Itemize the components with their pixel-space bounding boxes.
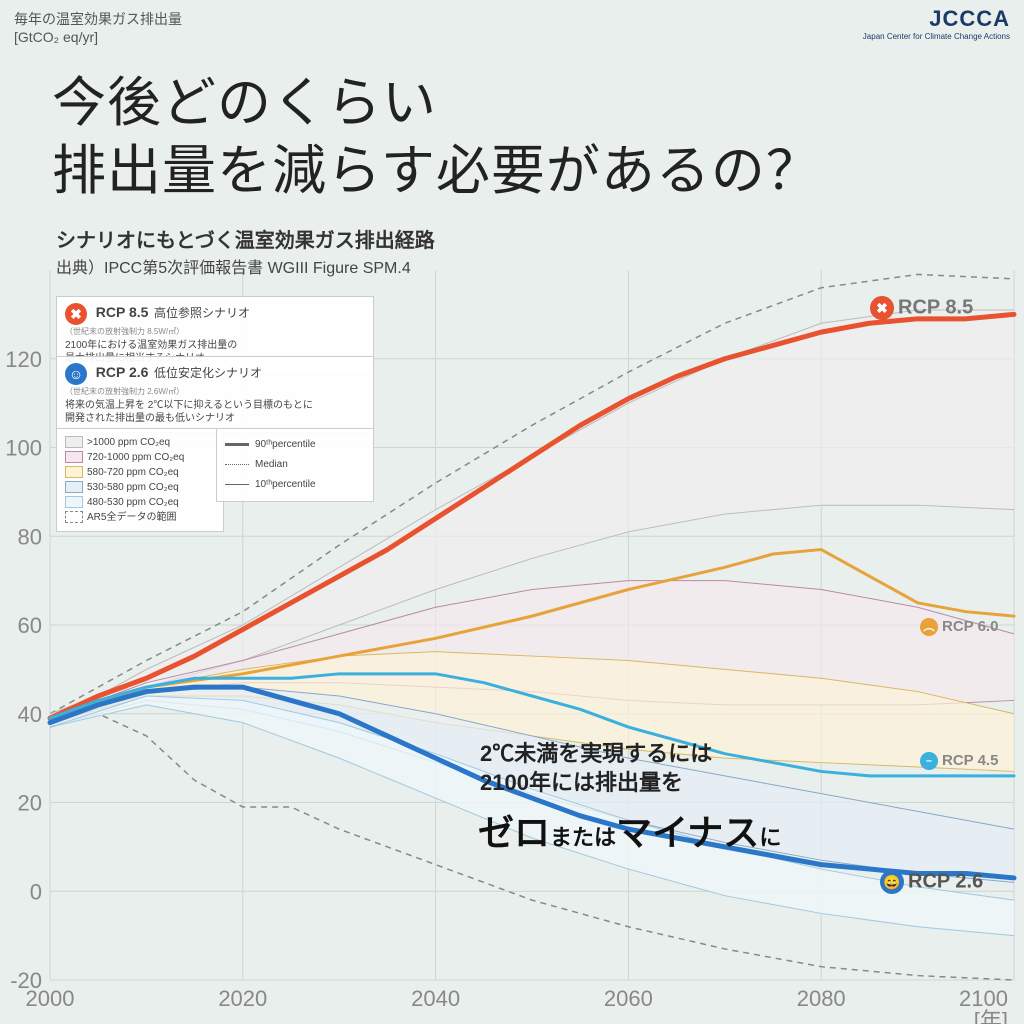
svg-text:2040: 2040 — [411, 986, 460, 1011]
face-icon-rcp60: ︵ — [920, 618, 938, 636]
headline: 今後どのくらい 排出量を減らす必要があるの？ — [52, 70, 821, 205]
legend-rcp26: ☺ RCP 2.6 低位安定化シナリオ （世紀末の放射強制力 2.6W/㎡） 将… — [56, 356, 374, 433]
series-label-rcp85: ✖RCP 8.5 — [870, 296, 973, 320]
source-citation: 出典）IPCC第5次評価報告書 WGIII Figure SPM.4 — [56, 254, 411, 278]
y-axis-title: 毎年の温室効果ガス排出量 [GtCO₂ eq/yr] — [14, 10, 182, 46]
face-icon-rcp45: – — [920, 752, 938, 770]
svg-text:2060: 2060 — [604, 986, 653, 1011]
svg-text:60: 60 — [18, 613, 42, 638]
logo: JCCCA — [929, 6, 1010, 32]
legend-percentiles: 90ᵗʰpercentileMedian10ᵗʰpercentile — [216, 428, 374, 502]
callout-emphasis: ゼロまたはマイナスに — [478, 804, 781, 856]
angry-face-icon: ✖ — [65, 303, 87, 325]
svg-text:2080: 2080 — [797, 986, 846, 1011]
callout-message: 2℃未満を実現するには 2100年には排出量を — [480, 740, 712, 797]
face-icon-rcp26: 😄 — [880, 870, 904, 894]
svg-text:120: 120 — [5, 347, 42, 372]
svg-text:0: 0 — [30, 879, 42, 904]
happy-face-icon: ☺ — [65, 363, 87, 385]
svg-text:2020: 2020 — [218, 986, 267, 1011]
subtitle: シナリオにもとづく温室効果ガス排出経路 — [56, 224, 435, 253]
svg-text:100: 100 — [5, 436, 42, 461]
svg-text:[年]: [年] — [974, 1008, 1008, 1024]
series-label-rcp60: ︵RCP 6.0 — [920, 618, 998, 636]
logo-subtitle: Japan Center for Climate Change Actions — [863, 32, 1010, 41]
series-label-rcp26: 😄RCP 2.6 — [880, 870, 983, 894]
legend-ppm-ranges: >1000 ppm CO₂eq720-1000 ppm CO₂eq580-720… — [56, 428, 224, 532]
series-label-rcp45: –RCP 4.5 — [920, 752, 998, 770]
svg-text:40: 40 — [18, 702, 42, 727]
svg-text:2000: 2000 — [26, 986, 75, 1011]
svg-text:80: 80 — [18, 524, 42, 549]
face-icon-rcp85: ✖ — [870, 296, 894, 320]
svg-text:20: 20 — [18, 791, 42, 816]
